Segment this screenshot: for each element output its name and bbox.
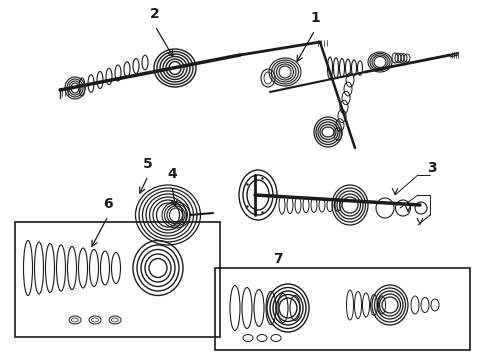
Text: 3: 3 <box>427 161 437 175</box>
Text: 5: 5 <box>143 157 153 171</box>
Text: 1: 1 <box>310 11 320 25</box>
Bar <box>215 268 470 350</box>
Bar <box>15 222 220 337</box>
Text: 2: 2 <box>150 7 160 21</box>
Text: 7: 7 <box>273 252 283 266</box>
Text: 6: 6 <box>103 197 113 211</box>
Text: 4: 4 <box>167 167 177 181</box>
